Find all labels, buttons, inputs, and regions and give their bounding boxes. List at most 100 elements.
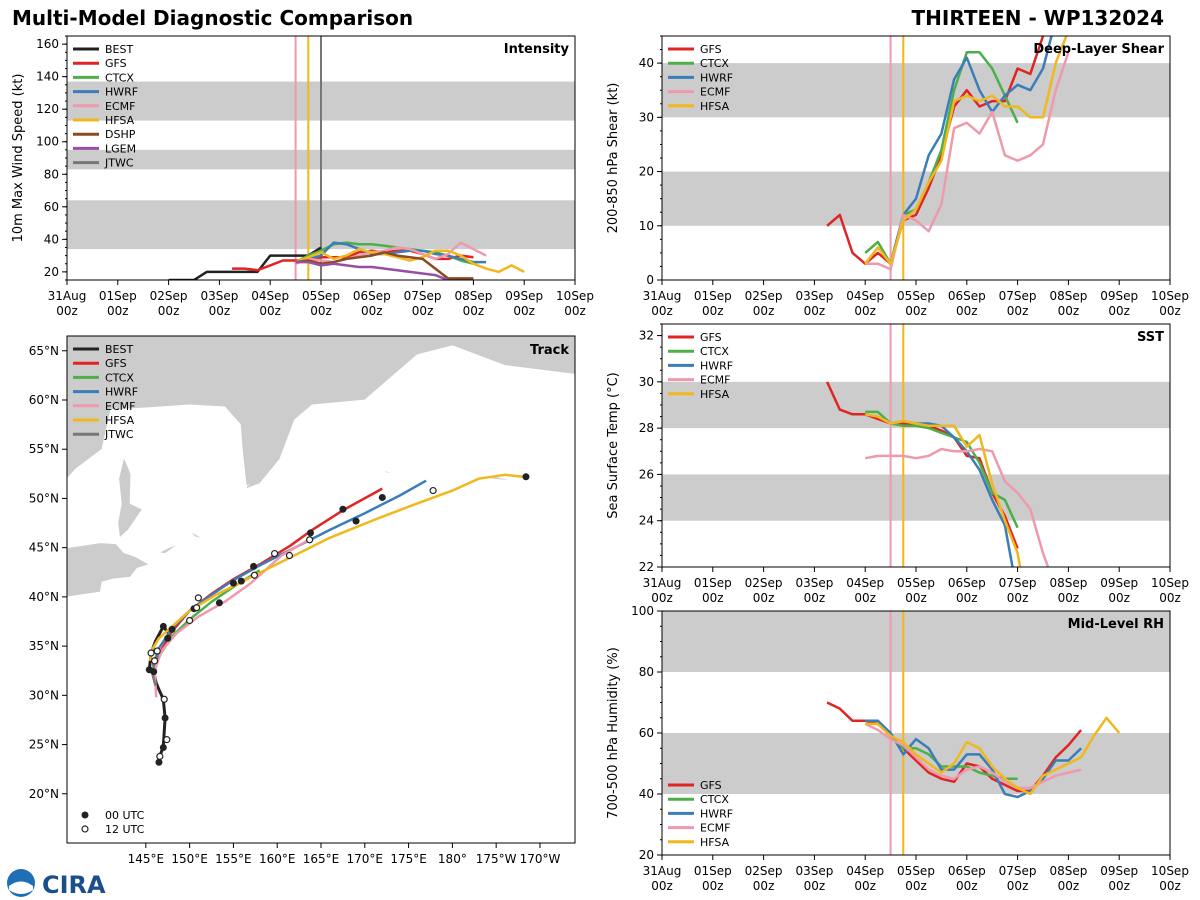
legend-label-dshp: DSHP: [105, 128, 136, 141]
x-tick-label-date: 07Sep: [404, 289, 442, 303]
y-tick-label: 120: [36, 102, 59, 116]
panel-rh: 2040608010031Aug00z01Sep00z02Sep00z03Sep…: [606, 604, 1189, 893]
lon-tick-label: 145°E: [128, 852, 165, 866]
x-tick-label-hour: 00z: [956, 304, 978, 318]
legend-label-jtwc: JTWC: [104, 428, 134, 441]
marker-00utc: [237, 577, 245, 585]
legend-label-hfsa: HFSA: [700, 100, 730, 113]
x-tick-label-date: 07Sep: [999, 576, 1037, 590]
lon-tick-label: 175°W: [476, 852, 517, 866]
marker-00utc: [339, 505, 347, 513]
marker-00utc: [150, 668, 158, 676]
landmass-siberia: [67, 336, 575, 490]
x-tick-label-date: 07Sep: [999, 864, 1037, 878]
panel-title: Track: [530, 343, 569, 358]
x-tick-label-date: 03Sep: [795, 289, 833, 303]
x-tick-label-hour: 00z: [1159, 879, 1181, 893]
y-tick-label: 140: [36, 70, 59, 84]
x-tick-label-hour: 00z: [1058, 591, 1080, 605]
series-line-ecmf: [864, 447, 1050, 567]
x-tick-label-date: 08Sep: [1049, 576, 1087, 590]
x-tick-label-date: 08Sep: [1049, 864, 1087, 878]
legend-label-hfsa: HFSA: [700, 388, 730, 401]
x-tick-label-hour: 00z: [702, 879, 724, 893]
x-tick-label-date: 02Sep: [745, 576, 783, 590]
panel-title: Deep-Layer Shear: [1033, 42, 1164, 57]
x-tick-label-hour: 00z: [361, 304, 383, 318]
page-title: Multi-Model Diagnostic Comparison: [12, 6, 414, 30]
x-tick-label-hour: 00z: [854, 304, 876, 318]
axes-frame: [661, 323, 1171, 568]
cira-logo-text: CIRA: [42, 871, 106, 899]
x-tick-label-date: 04Sep: [846, 864, 884, 878]
x-tick-label-date: 10Sep: [1151, 864, 1189, 878]
series-line-hfsa: [864, 36, 1068, 265]
marker-12utc: [270, 549, 279, 558]
storm-id-title: THIRTEEN - WP132024: [911, 6, 1164, 30]
marker-00utc: [522, 473, 530, 481]
x-tick-label-date: 03Sep: [200, 289, 238, 303]
track-line-ecmf: [153, 536, 313, 698]
x-tick-label-hour: 00z: [753, 591, 775, 605]
legend-label-ctcx: CTCX: [105, 371, 134, 384]
x-tick-label-hour: 00z: [804, 591, 826, 605]
y-tick-label: 24: [639, 514, 654, 528]
marker-00utc: [378, 493, 386, 501]
lat-tick-label: 55°N: [29, 442, 59, 456]
series-line-hwrf: [889, 36, 1053, 265]
lat-tick-label: 50°N: [29, 491, 59, 505]
marker-12utc: [160, 695, 168, 703]
marker-12utc: [147, 649, 155, 657]
legend-label-ecmf: ECMF: [700, 86, 730, 99]
y-tick-label: 60: [639, 726, 654, 740]
panel-intensity: 2040608010012014016031Aug00z01Sep00z02Se…: [11, 35, 594, 318]
x-tick-label-hour: 00z: [463, 304, 485, 318]
legend-label-gfs: GFS: [700, 43, 722, 56]
panel-shear: 01020304031Aug00z01Sep00z02Sep00z03Sep00…: [606, 35, 1189, 318]
series-group: [825, 324, 1050, 567]
y-tick-label: 100: [631, 604, 654, 618]
marker-00utc: [215, 599, 223, 607]
marker-00utc: [159, 622, 167, 630]
shaded-band: [662, 63, 1170, 118]
x-tick-label-date: 04Sep: [251, 289, 289, 303]
x-tick-label-hour: 00z: [854, 591, 876, 605]
y-tick-label: 160: [36, 37, 59, 51]
lon-tick-label: 150°E: [171, 852, 208, 866]
map-group: [67, 336, 575, 766]
legend-label-hfsa: HFSA: [105, 114, 135, 127]
series-line-lgem: [295, 260, 449, 280]
marker-12utc: [429, 486, 437, 495]
lat-tick-label: 20°N: [29, 787, 59, 801]
lat-tick-label: 40°N: [29, 590, 59, 604]
x-tick-label-date: 05Sep: [302, 289, 340, 303]
legend-label-gfs: GFS: [700, 779, 722, 792]
x-tick-label-date: 08Sep: [454, 289, 492, 303]
marker-00utc: [168, 625, 176, 633]
x-tick-label-hour: 00z: [702, 591, 724, 605]
x-tick-label-date: 05Sep: [897, 864, 935, 878]
x-tick-label-hour: 00z: [158, 304, 180, 318]
marker-00utc: [352, 517, 360, 525]
legend-label-gfs: GFS: [700, 331, 722, 344]
x-tick-label-hour: 00z: [804, 879, 826, 893]
x-tick-label-hour: 00z: [651, 304, 673, 318]
lat-tick-label: 30°N: [29, 688, 59, 702]
x-tick-label-date: 02Sep: [150, 289, 188, 303]
legend-label-ecmf: ECMF: [700, 822, 730, 835]
marker-12utc: [150, 657, 159, 665]
marker-12utc: [186, 616, 194, 625]
legend-label-best: BEST: [105, 343, 133, 356]
legend-label-ecmf: ECMF: [105, 400, 135, 413]
y-tick-label: 40: [639, 56, 654, 70]
x-tick-label-hour: 00z: [956, 591, 978, 605]
track-line-hfsa: [148, 473, 523, 662]
marker-00utc: [229, 579, 237, 587]
panel-title: SST: [1137, 330, 1164, 345]
x-tick-label-date: 09Sep: [1100, 576, 1138, 590]
legend-label-hwrf: HWRF: [700, 359, 733, 372]
lat-tick-label: 25°N: [29, 738, 59, 752]
x-tick-label-date: 06Sep: [948, 289, 986, 303]
x-tick-label-hour: 00z: [1007, 591, 1029, 605]
x-tick-label-date: 06Sep: [948, 864, 986, 878]
